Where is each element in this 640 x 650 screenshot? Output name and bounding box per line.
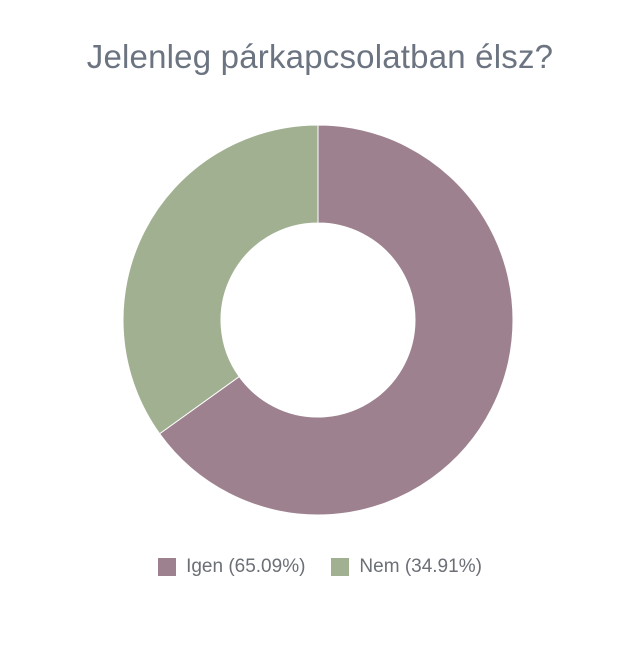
donut-slice-nem[interactable] — [122, 124, 319, 435]
legend-item-nem[interactable]: Nem (34.91%) — [331, 556, 482, 578]
donut-slice-igen[interactable] — [158, 124, 514, 516]
legend-swatch-nem — [331, 558, 350, 576]
legend-item-igen[interactable]: Igen (65.09%) — [158, 556, 305, 578]
legend-swatch-igen — [158, 558, 177, 576]
legend-label-igen: Igen (65.09%) — [186, 556, 306, 577]
legend-label-nem: Nem (34.91%) — [359, 556, 482, 577]
legend: Igen (65.09%) Nem (34.91%) — [0, 556, 640, 578]
chart-title: Jelenleg párkapcsolatban élsz? — [86, 38, 554, 75]
